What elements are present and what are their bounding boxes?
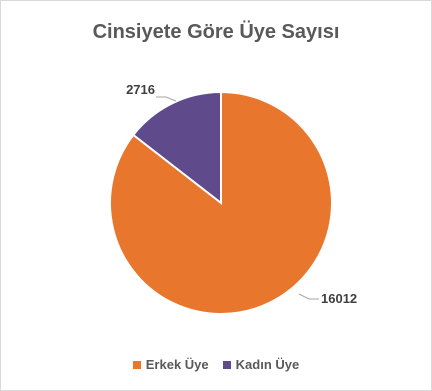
- pie-slice-kadin: [131, 90, 222, 206]
- data-label-erkek: 16012: [321, 291, 357, 306]
- pie-slice-erkek: [109, 90, 333, 315]
- chart-title: Cinsiyete Göre Üye Sayısı: [92, 21, 340, 43]
- legend-item-kadin: Kadın Üye: [222, 357, 300, 372]
- legend-label-kadin: Kadın Üye: [235, 357, 300, 372]
- legend-swatch-erkek: [132, 360, 141, 369]
- legend-swatch-kadin: [222, 360, 231, 369]
- data-label-kadin: 2716: [126, 82, 155, 97]
- leader-line: [156, 96, 177, 102]
- leader-line: [298, 293, 319, 300]
- legend-item-erkek: Erkek Üye: [132, 357, 209, 372]
- legend: Erkek Üye Kadın Üye: [1, 357, 431, 372]
- legend-label-erkek: Erkek Üye: [145, 357, 209, 372]
